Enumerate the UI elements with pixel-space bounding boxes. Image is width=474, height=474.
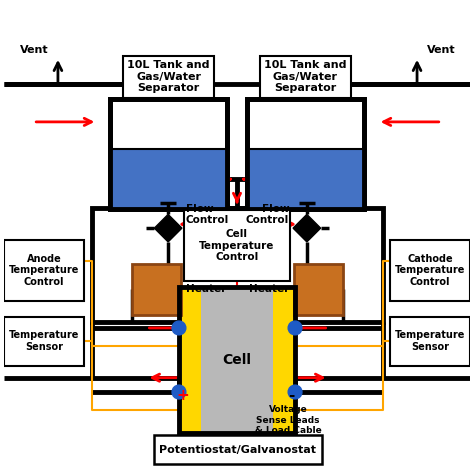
Bar <box>247 99 364 210</box>
Bar <box>247 149 364 210</box>
Text: Heater: Heater <box>249 284 289 294</box>
Text: Cathode
Temperature
Control: Cathode Temperature Control <box>395 254 465 287</box>
Bar <box>390 317 470 366</box>
Circle shape <box>288 385 302 399</box>
Bar <box>132 264 181 315</box>
Bar <box>155 435 322 464</box>
Bar <box>273 287 295 433</box>
Bar <box>184 210 290 281</box>
Text: Cell: Cell <box>222 353 252 367</box>
Polygon shape <box>155 214 182 242</box>
Text: 10L Tank and
Gas/Water
Separator: 10L Tank and Gas/Water Separator <box>128 60 210 93</box>
Bar <box>92 209 383 322</box>
Bar <box>110 99 227 210</box>
Bar <box>247 99 364 210</box>
Circle shape <box>288 321 302 335</box>
Bar <box>4 317 84 366</box>
Text: Heater: Heater <box>186 284 226 294</box>
Bar <box>179 287 201 433</box>
Bar <box>294 264 343 315</box>
Text: Flow
Control: Flow Control <box>246 203 289 225</box>
Circle shape <box>172 321 186 335</box>
Text: Potentiostat/Galvanostat: Potentiostat/Galvanostat <box>159 445 317 455</box>
Bar <box>179 287 295 433</box>
Bar <box>390 240 470 301</box>
Text: +: + <box>176 388 189 403</box>
Text: Temperature
Sensor: Temperature Sensor <box>9 330 79 352</box>
Text: Anode
Temperature
Control: Anode Temperature Control <box>9 254 79 287</box>
Text: -: - <box>288 388 294 403</box>
Polygon shape <box>293 214 320 242</box>
Text: Vent: Vent <box>427 45 456 55</box>
Bar <box>4 240 84 301</box>
Text: Flow
Control: Flow Control <box>186 203 229 225</box>
Text: 10L Tank and
Gas/Water
Separator: 10L Tank and Gas/Water Separator <box>264 60 346 93</box>
Bar <box>201 287 273 433</box>
Circle shape <box>172 385 186 399</box>
Bar <box>110 149 227 210</box>
Text: Temperature
Sensor: Temperature Sensor <box>395 330 465 352</box>
Text: Voltage
Sense Leads
& Load Cable: Voltage Sense Leads & Load Cable <box>255 405 321 435</box>
Text: Cell
Temperature
Control: Cell Temperature Control <box>199 229 275 263</box>
Text: Vent: Vent <box>19 45 48 55</box>
Bar <box>110 99 227 210</box>
